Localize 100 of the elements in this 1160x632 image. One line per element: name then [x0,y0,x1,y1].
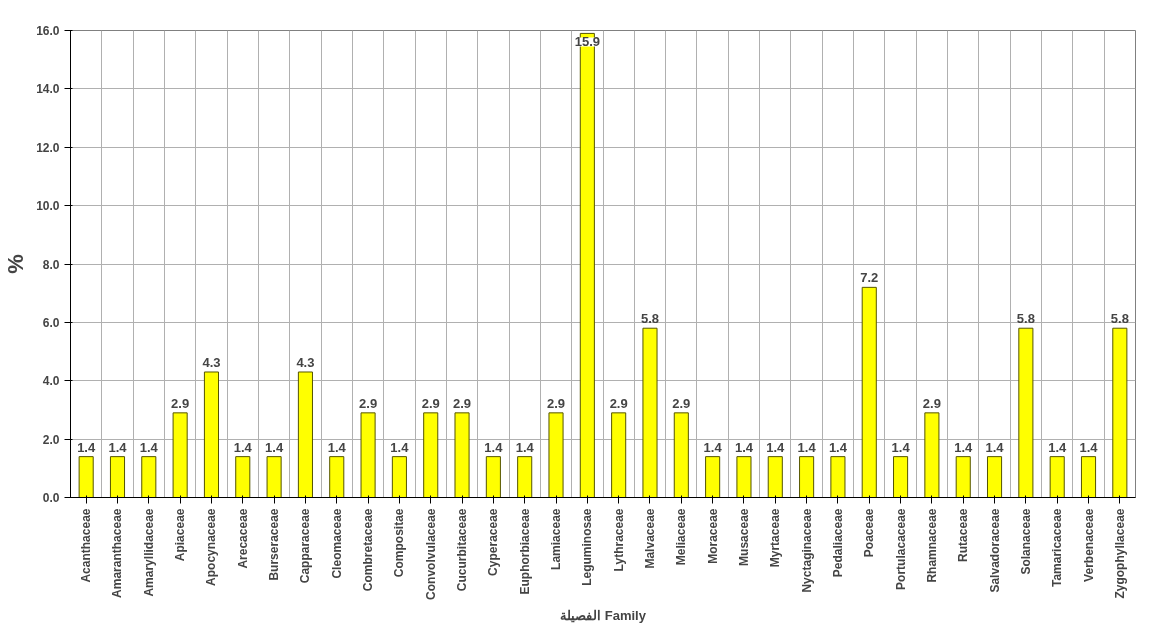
data-label: 1.4 [265,439,284,455]
data-label: 2.9 [171,395,190,411]
bar [987,456,1003,498]
x-tick-label: Capparaceae [298,508,313,584]
x-tick-label: Salvadoraceae [987,508,1002,593]
data-label: 1.4 [1048,439,1067,455]
bar [1080,456,1097,498]
data-label: 2.9 [922,395,941,411]
x-tick-label: Cleomaceae [329,508,344,579]
y-tick-label: 12.0 [36,140,60,155]
x-tick-label: Musaceae [736,508,751,566]
bar [423,412,439,498]
bar [141,456,157,498]
data-label: 1.4 [891,439,911,455]
bar [799,456,815,498]
data-label: 1.4 [797,439,817,455]
x-tick-label: Leguminosae [580,508,595,586]
data-label: 2.9 [421,395,440,411]
x-tick-label: Apiaceae [173,508,188,562]
y-tick-label: 16.0 [36,24,60,38]
x-tick-label: Burseraceae [267,508,282,581]
data-label: 1.4 [327,439,347,455]
x-tick-label: Pedaliaceae [830,508,845,578]
data-label: 2.9 [546,395,566,411]
x-tick-label: Acanthaceae [79,508,94,583]
x-tick-label: Amaryllidaceae [141,508,156,597]
data-label: 5.8 [1016,311,1035,327]
data-label: 1.4 [766,439,786,455]
bar [235,456,251,498]
data-label: 2.9 [359,395,378,411]
data-label: 2.9 [453,395,472,411]
x-tick-label: Zygophyllaceae [1112,508,1127,599]
bar [705,456,721,498]
y-tick-label: 6.0 [42,315,60,330]
data-label: 1.4 [703,439,723,455]
bar [203,371,219,498]
data-label: 1.4 [734,439,754,455]
x-tick-label: Solanaceae [1018,508,1033,575]
y-tick-label: 14.0 [36,82,60,97]
data-label: 1.4 [484,439,504,455]
x-tick-label: Rhamnaceae [924,508,939,583]
bar [172,412,188,498]
data-label: 1.4 [108,439,128,455]
x-tick-label: Compositae [392,508,407,578]
data-label: 4.3 [296,354,315,370]
x-axis-title: الفصيلة Family [560,607,647,623]
x-tick-label: Myrtaceae [768,508,783,568]
bar [1049,456,1065,498]
data-label: 4.3 [202,354,221,370]
bar [673,412,689,498]
bar [78,456,94,498]
x-tick-label: Lythraceae [611,508,626,572]
y-tick-label: 0.0 [42,491,60,505]
data-label: 7.2 [860,270,879,286]
bar [611,412,627,498]
data-label: 1.4 [985,439,1005,455]
bar [893,456,909,498]
bar [830,456,846,498]
y-tick-label: 10.0 [36,199,60,214]
bar [109,456,126,498]
x-tick-label: Lamiaceae [549,508,564,570]
x-tick-label: Meliaceae [674,508,689,566]
data-label: 1.4 [1079,439,1099,455]
data-label: 5.8 [640,311,660,327]
bar [861,286,877,498]
x-tick-label: Combretaceae [361,508,376,592]
bar [767,456,783,498]
bar [329,456,345,498]
bar [548,412,564,498]
data-label: 1.4 [828,439,848,455]
data-label: 2.9 [609,395,628,411]
x-tick-label: Cyperaceae [486,508,501,576]
x-tick-label: Convolvulaceae [423,508,438,600]
x-tick-label: Amaranthaceae [110,508,125,598]
bar [955,456,971,498]
bar [1018,327,1034,498]
y-tick-label: 2.0 [42,432,60,447]
bar [517,456,533,498]
x-tick-label: Tamaricaceae [1050,508,1065,587]
x-tick-label: Portulacaceae [893,508,908,590]
x-tick-label: Poaceae [862,508,877,558]
x-tick-label: Apocynaceae [204,508,219,586]
x-tick-label: Nyctaginaceae [799,508,814,593]
bar [1112,327,1128,498]
bar [642,327,658,498]
bar [297,371,313,498]
x-tick-label: Malvaceae [642,508,657,569]
data-label: 15.9 [574,34,600,50]
data-label: 1.4 [139,439,159,455]
bar [924,412,940,498]
data-label: 1.4 [233,439,253,455]
data-label: 1.4 [77,439,96,455]
x-tick-label: Moraceae [705,508,720,564]
x-tick-label: Rutaceae [956,508,971,562]
bar [391,456,407,498]
bar [454,412,470,498]
bar [485,456,501,498]
y-tick-label: 8.0 [42,257,60,272]
data-label: 2.9 [672,395,691,411]
bar [360,412,376,498]
